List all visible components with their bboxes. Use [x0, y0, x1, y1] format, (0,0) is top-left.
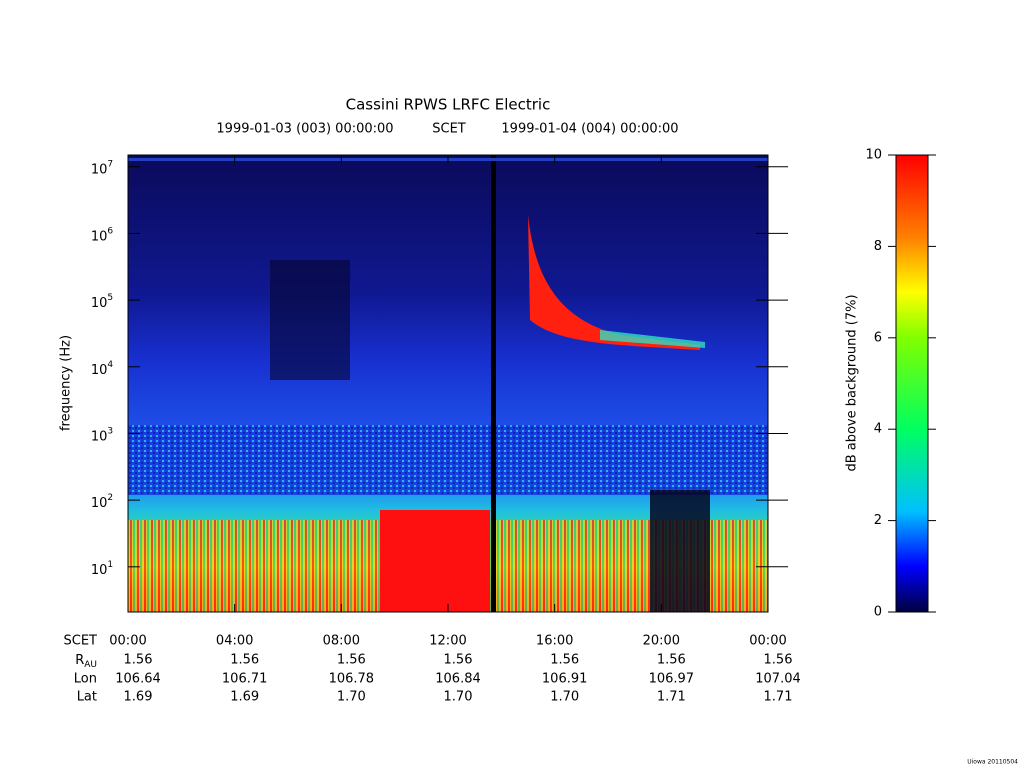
ephemeris-value: 106.78 [329, 672, 375, 687]
start-time: 1999-01-03 (003) 00:00:00 [216, 122, 393, 137]
x-tick-label: 04:00 [216, 634, 253, 649]
ephemeris-value: 1.56 [124, 653, 153, 668]
ephemeris-value: 1.70 [444, 690, 473, 705]
colorbar-tick-label: 8 [874, 239, 882, 254]
y-tick-label: 103 [91, 426, 113, 444]
ephemeris-value: 1.56 [444, 653, 473, 668]
ephemeris-label: Lat [77, 690, 97, 705]
ephemeris-value: 106.84 [435, 672, 481, 687]
end-time: 1999-01-04 (004) 00:00:00 [501, 122, 678, 137]
x-row-label: SCET [64, 634, 98, 649]
spectrogram [128, 155, 768, 612]
x-tick-label: 12:00 [429, 634, 466, 649]
y-tick-label: 105 [91, 293, 113, 311]
colorbar-tick-label: 2 [874, 513, 882, 528]
ephemeris-value: 106.71 [222, 672, 268, 687]
x-tick-label: 16:00 [536, 634, 573, 649]
colorbar-tick-label: 10 [865, 148, 882, 163]
colorbar-tick-label: 0 [874, 605, 882, 620]
footer: Uiowa 20110504 [967, 759, 1018, 766]
y-tick-label: 107 [91, 159, 113, 177]
ephemeris-value: 1.56 [764, 653, 793, 668]
ephemeris-value: 1.70 [337, 690, 366, 705]
colorbar [895, 154, 929, 613]
ephemeris-value: 1.56 [337, 653, 366, 668]
ephemeris-value: 107.04 [755, 672, 801, 687]
ephemeris-value: 1.70 [550, 690, 579, 705]
x-tick-label: 08:00 [323, 634, 360, 649]
ephemeris-value: 1.56 [550, 653, 579, 668]
y-axis-label: frequency (Hz) [59, 335, 74, 431]
ephemeris-value: 1.71 [657, 690, 686, 705]
ephemeris-value: 1.69 [124, 690, 153, 705]
y-tick-label: 106 [91, 226, 114, 244]
y-tick-label: 101 [91, 559, 113, 577]
ephemeris-label: Lon [74, 672, 97, 687]
y-tick-label: 102 [91, 493, 113, 511]
ephemeris-value: 1.69 [230, 690, 259, 705]
x-tick-label: 00:00 [109, 634, 146, 649]
time-system: SCET [432, 122, 466, 137]
chart-title: Cassini RPWS LRFC Electric [346, 96, 551, 114]
ephemeris-value: 1.56 [657, 653, 686, 668]
x-tick-label: 20:00 [643, 634, 680, 649]
ephemeris-value: 106.64 [115, 672, 161, 687]
x-tick-label: 00:00 [749, 634, 786, 649]
colorbar-tick-label: 4 [874, 422, 882, 437]
ephemeris-value: 106.91 [542, 672, 588, 687]
y-tick-label: 104 [91, 359, 114, 377]
ephemeris-value: 1.71 [764, 690, 793, 705]
ephemeris-label: RAU [75, 653, 97, 670]
ephemeris-value: 1.56 [230, 653, 259, 668]
ephemeris-value: 106.97 [649, 672, 695, 687]
colorbar-label: dB above background (7%) [845, 294, 860, 471]
colorbar-tick-label: 6 [874, 330, 882, 345]
